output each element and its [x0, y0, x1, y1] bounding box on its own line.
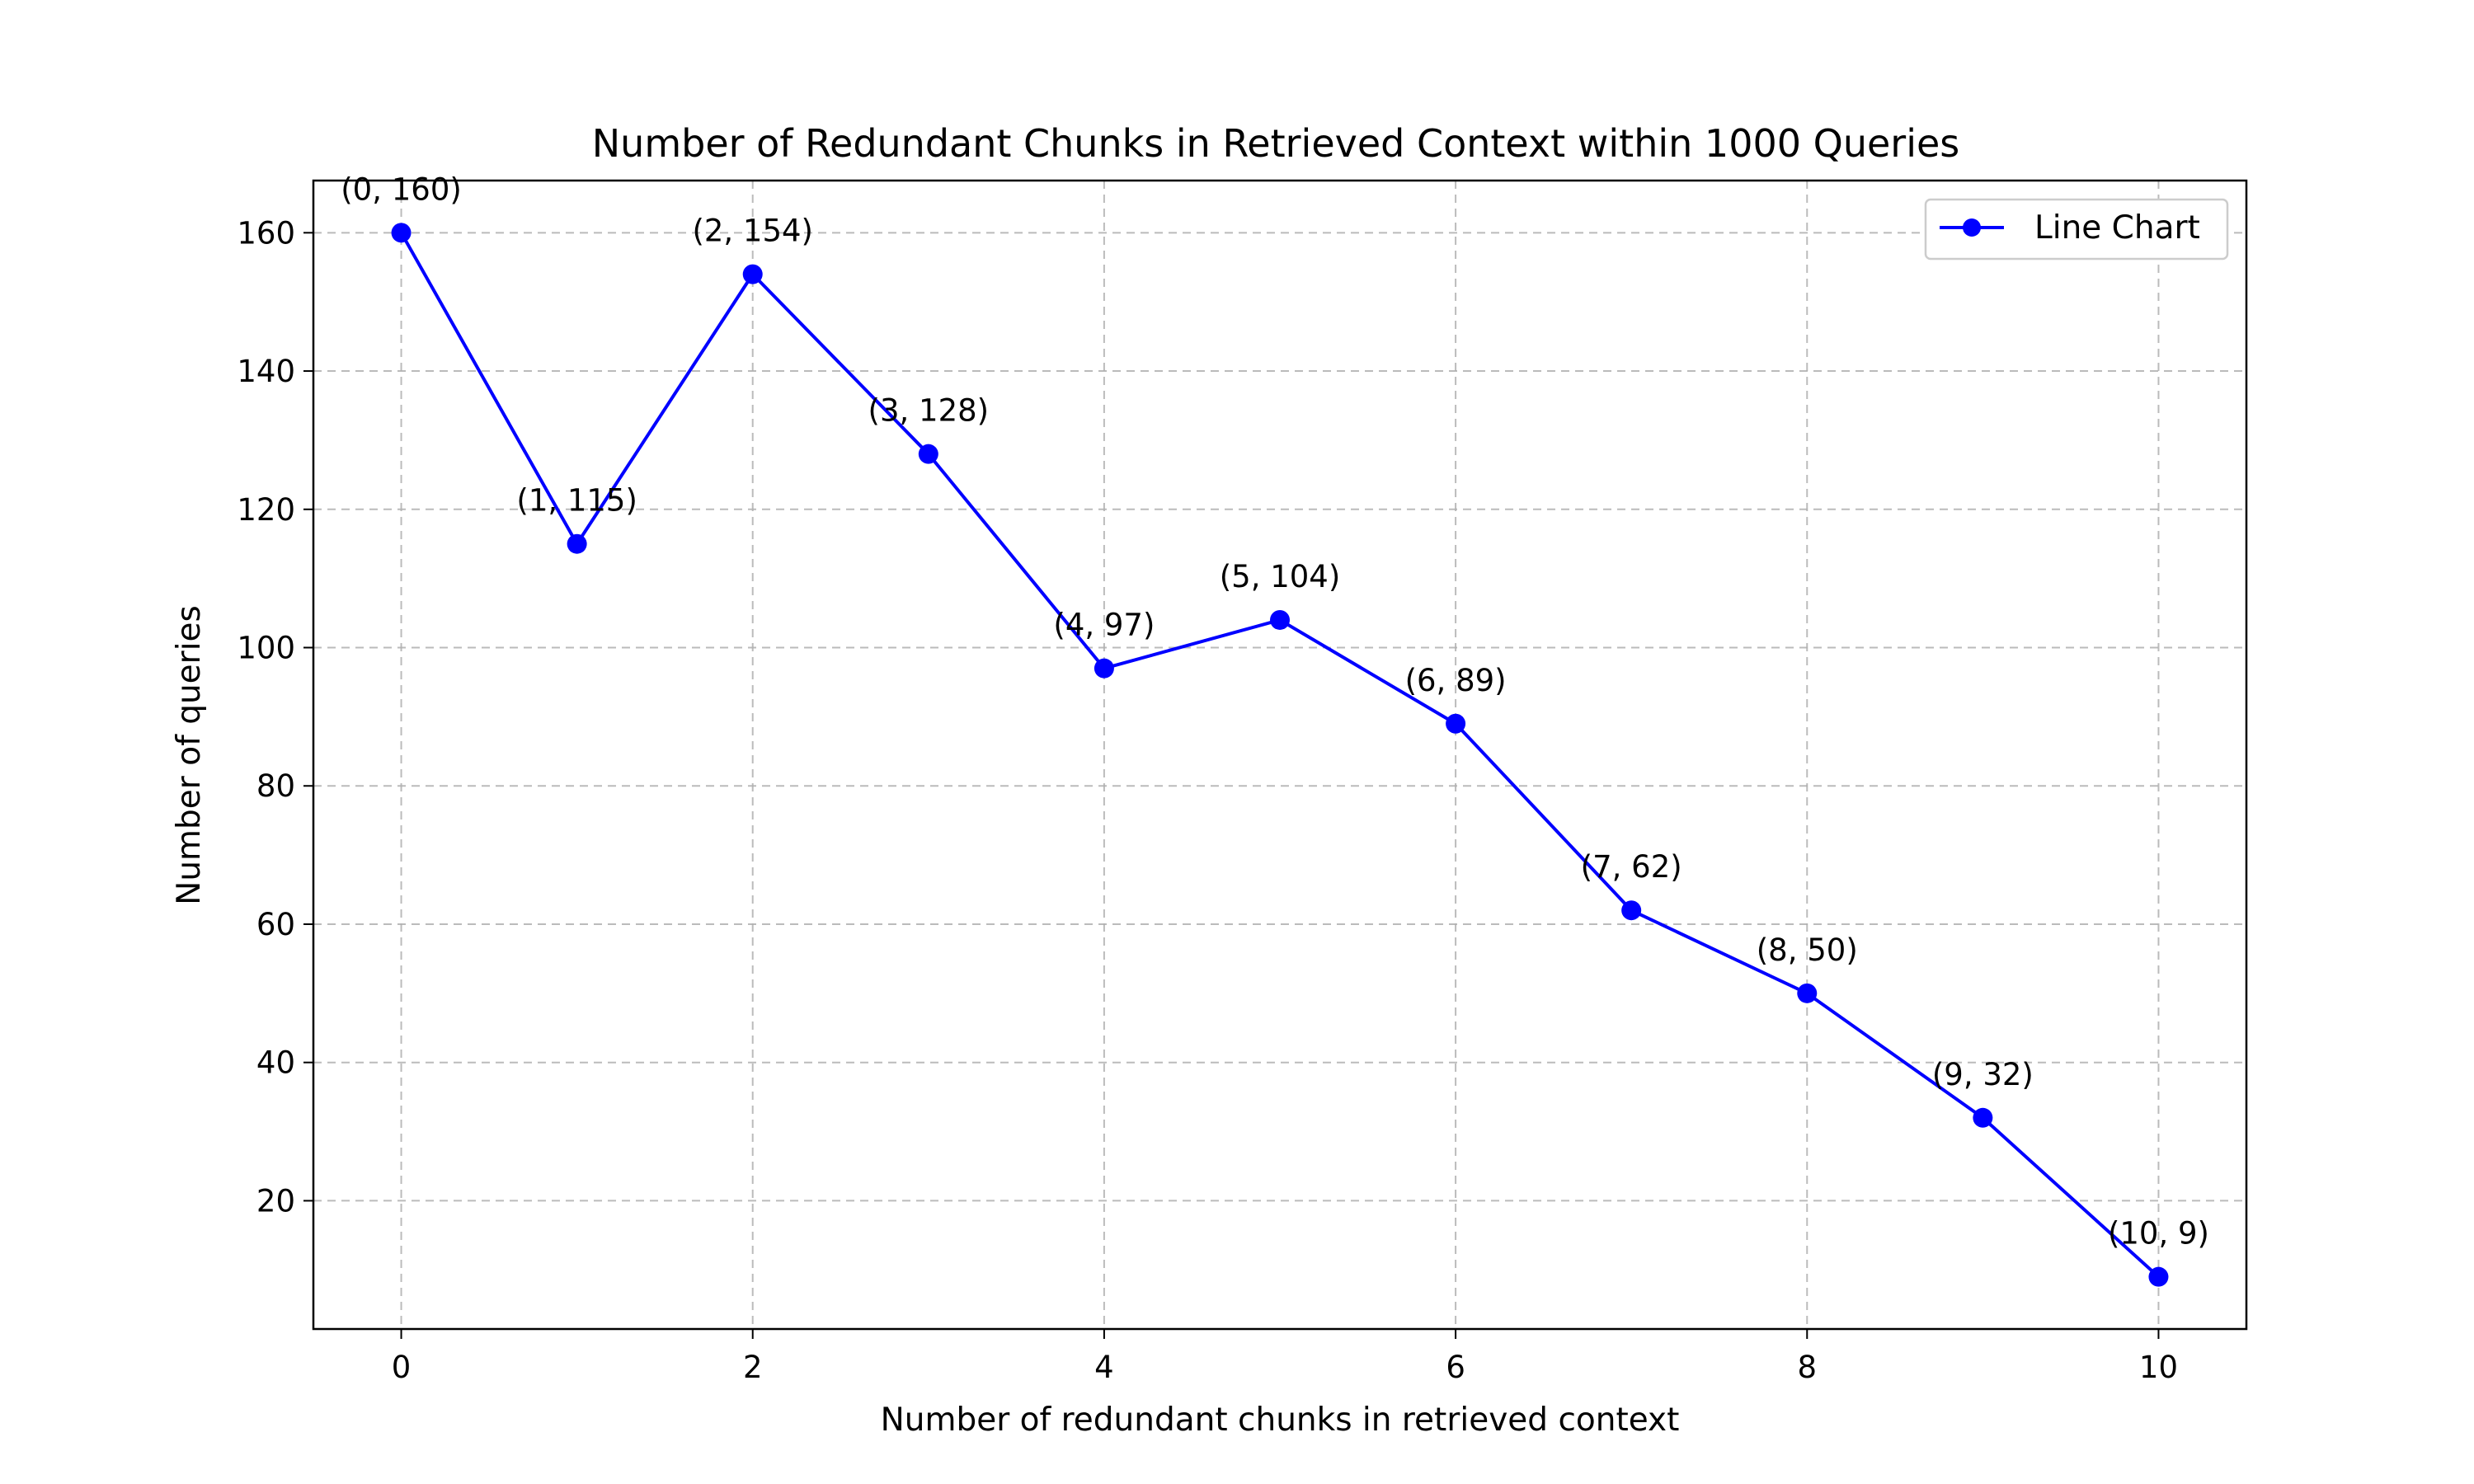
x-tick-label: 6 — [1446, 1350, 1465, 1385]
data-point — [567, 533, 587, 554]
data-point — [2148, 1266, 2169, 1287]
y-tick-label: 20 — [256, 1183, 295, 1219]
x-tick-label: 2 — [743, 1350, 763, 1385]
chart-title: Number of Redundant Chunks in Retrieved … — [592, 121, 1960, 166]
y-tick-label: 40 — [256, 1045, 295, 1081]
plot-frame — [312, 179, 2248, 1331]
data-label: (4, 97) — [1053, 608, 1155, 643]
data-label: (0, 160) — [341, 171, 462, 207]
y-tick-label: 100 — [237, 631, 295, 666]
data-label: (9, 32) — [1932, 1057, 2034, 1092]
x-axis-label: Number of redundant chunks in retrieved … — [881, 1402, 1680, 1439]
data-point — [1270, 609, 1290, 630]
x-tick-label: 0 — [392, 1350, 412, 1385]
data-label: (5, 104) — [1220, 559, 1341, 594]
data-point — [918, 444, 938, 464]
grid — [313, 181, 2246, 1329]
data-label: (1, 115) — [516, 483, 637, 519]
data-label: (6, 89) — [1405, 663, 1507, 698]
data-point — [1446, 713, 1466, 734]
data-point — [1973, 1107, 1993, 1128]
x-tick-label: 4 — [1094, 1350, 1114, 1385]
y-tick-label: 80 — [256, 768, 295, 804]
data-label: (2, 154) — [692, 214, 813, 249]
annotations: (0, 160) (1, 115) (2, 154) (3, 128) (4, 97) (… — [341, 171, 2209, 1251]
data-label: (7, 62) — [1581, 849, 1682, 885]
y-tick-label: 120 — [237, 492, 295, 528]
y-tick-label: 60 — [256, 907, 295, 942]
data-point — [1094, 658, 1114, 679]
y-axis-label: Number of queries — [171, 605, 208, 905]
legend-label: Line Chart — [2034, 209, 2200, 247]
data-point — [391, 223, 412, 243]
data-label: (3, 128) — [868, 393, 990, 429]
legend-marker-swatch — [1963, 218, 1981, 237]
legend: Line Chart — [1924, 198, 2229, 261]
axis-ticks: 0 2 4 6 8 10 20 40 60 80 100 120 140 160 — [237, 215, 2178, 1385]
y-tick-label: 140 — [237, 354, 295, 389]
x-tick-label: 8 — [1797, 1350, 1817, 1385]
series-layer — [391, 223, 2169, 1287]
y-tick-label: 160 — [237, 215, 295, 251]
x-tick-label: 10 — [2139, 1350, 2178, 1385]
data-point — [1621, 900, 1642, 921]
data-point — [1797, 983, 1818, 1003]
data-point — [742, 264, 763, 284]
data-label: (10, 9) — [2108, 1216, 2209, 1252]
legend-box — [1924, 198, 2229, 261]
data-label: (8, 50) — [1757, 932, 1858, 968]
